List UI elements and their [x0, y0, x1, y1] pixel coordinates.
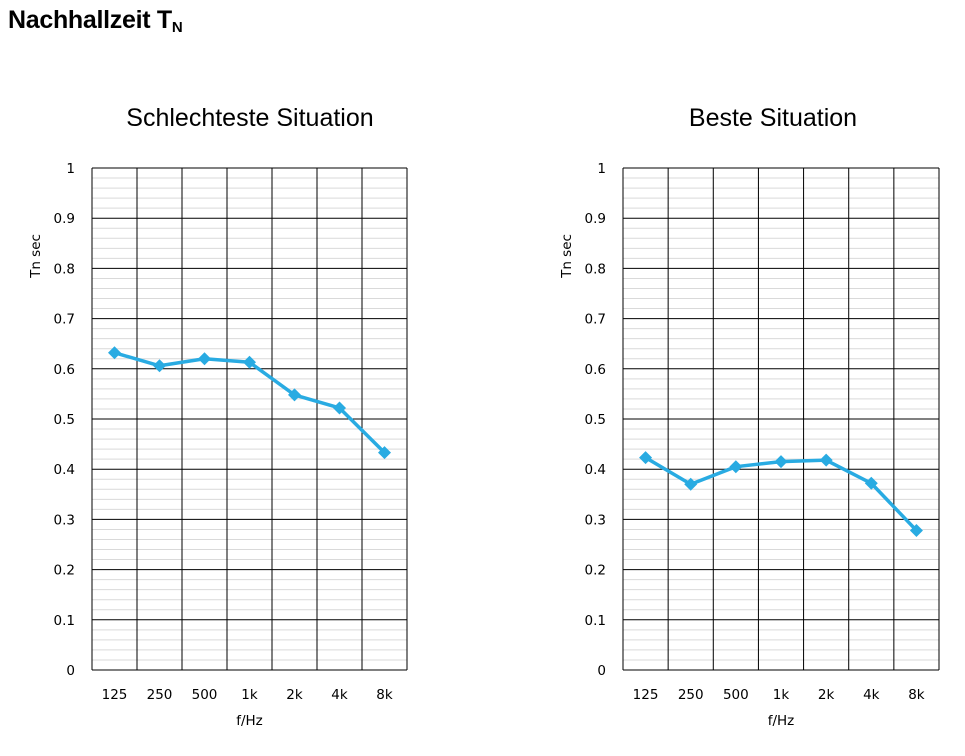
x-tick-label: 500 — [723, 687, 749, 703]
x-tick-label: 4k — [863, 687, 880, 703]
y-tick-label: 0 — [66, 663, 75, 679]
y-tick-label: 0.7 — [54, 312, 75, 328]
minor-gridlines — [623, 177, 939, 661]
data-point-marker — [108, 346, 121, 360]
y-tick-label: 0.1 — [54, 613, 75, 629]
data-point-marker — [288, 388, 301, 402]
x-tick-label: 1k — [241, 687, 258, 703]
x-tick-label: 8k — [908, 687, 925, 703]
x-tick-label: 500 — [192, 687, 218, 703]
data-point-marker — [684, 477, 698, 491]
data-point-marker — [639, 451, 653, 465]
data-point-marker — [774, 455, 788, 469]
major-gridlines — [91, 167, 408, 671]
chart-title: Schlechteste Situation — [126, 104, 373, 132]
x-tick-label: 250 — [147, 687, 173, 703]
x-tick-label: 4k — [331, 687, 348, 703]
y-tick-label: 0.9 — [54, 211, 75, 227]
data-point-marker — [819, 453, 833, 467]
data-point-marker — [243, 355, 256, 369]
x-tick-label: 125 — [102, 687, 128, 703]
y-tick-label: 0.7 — [585, 312, 606, 328]
x-tick-label: 2k — [286, 687, 303, 703]
y-tick-label: 0.6 — [585, 362, 606, 378]
y-tick-label: 0.1 — [585, 613, 606, 629]
y-tick-label: 0.3 — [585, 512, 606, 528]
y-tick-label: 0.3 — [54, 512, 75, 528]
y-tick-label: 0.4 — [585, 462, 606, 478]
x-axis-label: f/Hz — [236, 713, 263, 729]
y-axis-label: Tn sec — [559, 234, 575, 279]
y-tick-label: 0.8 — [585, 261, 606, 277]
data-point-marker — [333, 401, 346, 415]
x-axis-label: f/Hz — [768, 713, 795, 729]
y-tick-label: 0.2 — [54, 563, 75, 579]
page-title-main: Nachhallzeit T — [8, 6, 172, 34]
data-point-marker — [198, 352, 211, 366]
major-gridlines — [622, 167, 940, 671]
x-tick-label: 2k — [818, 687, 835, 703]
x-tick-label: 250 — [678, 687, 704, 703]
x-tick-label: 8k — [376, 687, 393, 703]
y-axis-label: Tn sec — [28, 234, 44, 279]
y-tick-label: 1 — [597, 161, 606, 177]
x-tick-label: 125 — [633, 687, 659, 703]
data-point-marker — [729, 460, 743, 474]
page-title: Nachhallzeit TN — [8, 6, 183, 36]
page-title-subscript: N — [171, 19, 183, 36]
y-tick-label: 0.2 — [585, 563, 606, 579]
minor-gridlines — [92, 177, 407, 661]
y-tick-label: 0.8 — [54, 261, 75, 277]
y-tick-label: 0.5 — [54, 412, 75, 428]
y-tick-label: 0.4 — [54, 462, 75, 478]
y-tick-label: 1 — [66, 161, 75, 177]
y-tick-label: 0.5 — [585, 412, 606, 428]
data-point-marker — [909, 523, 923, 537]
chart-best-situation: Beste Situation 0 0.1 0.2 0.3 0.4 0.5 0.6 0.7 0.8… — [559, 104, 940, 729]
y-tick-label: 0 — [597, 663, 606, 679]
y-tick-label: 0.6 — [54, 362, 75, 378]
x-tick-label: 1k — [773, 687, 790, 703]
data-point-marker — [153, 359, 166, 373]
chart-worst-situation: Schlechteste Situation 0 0.1 0.2 0.3 0.4 0.5 0.… — [28, 104, 408, 729]
data-point-marker — [378, 446, 391, 460]
chart-title: Beste Situation — [689, 104, 857, 132]
y-tick-label: 0.9 — [585, 211, 606, 227]
data-point-marker — [864, 476, 878, 490]
